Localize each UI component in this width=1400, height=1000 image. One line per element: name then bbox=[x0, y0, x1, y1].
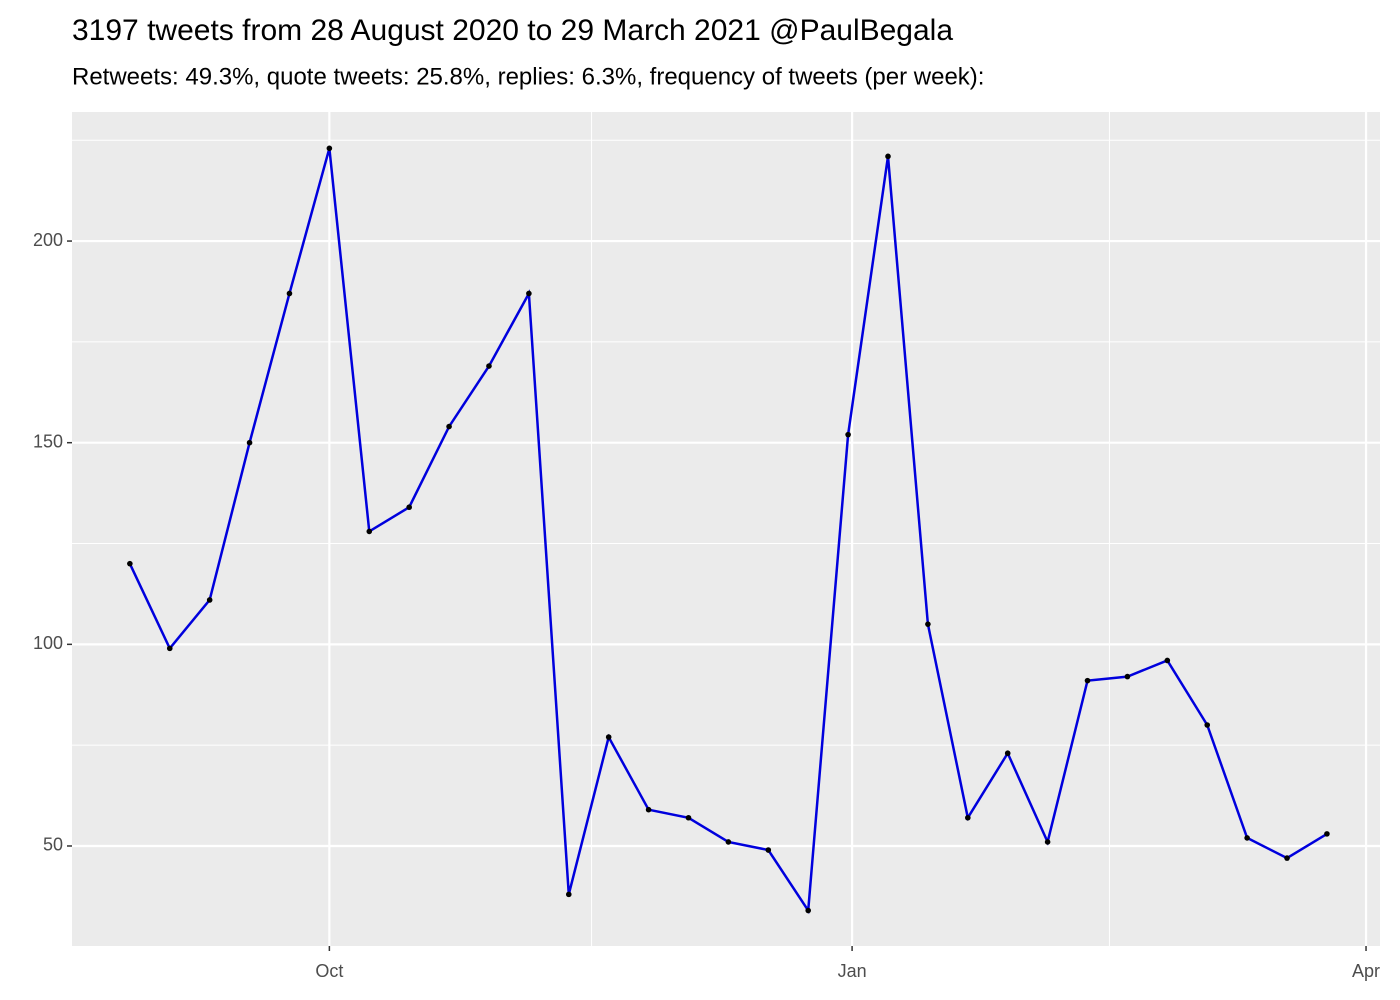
point bbox=[286, 290, 293, 297]
point bbox=[1124, 673, 1131, 680]
point bbox=[1044, 839, 1051, 845]
point bbox=[1204, 722, 1211, 728]
point bbox=[565, 891, 572, 898]
panel bbox=[72, 112, 1380, 946]
point bbox=[885, 153, 891, 160]
point bbox=[326, 145, 333, 152]
x-tick-label: Apr bbox=[1352, 961, 1380, 981]
point bbox=[486, 363, 492, 369]
y-tick-label: 100 bbox=[33, 633, 63, 653]
y-tick-label: 200 bbox=[33, 230, 63, 250]
point bbox=[685, 814, 692, 821]
x-tick-label: Oct bbox=[315, 961, 343, 981]
point bbox=[925, 621, 931, 627]
y-tick-label: 50 bbox=[43, 835, 63, 855]
point bbox=[605, 734, 612, 740]
x-tick-label: Jan bbox=[838, 961, 867, 981]
point bbox=[406, 504, 412, 511]
point bbox=[446, 423, 452, 430]
point bbox=[765, 847, 772, 853]
point bbox=[246, 439, 253, 446]
point bbox=[526, 290, 532, 297]
y-tick-label: 150 bbox=[33, 431, 63, 451]
point bbox=[127, 560, 133, 567]
point bbox=[366, 528, 373, 535]
point bbox=[645, 806, 652, 813]
point bbox=[206, 597, 213, 603]
point bbox=[1084, 677, 1091, 684]
point bbox=[965, 814, 971, 821]
point bbox=[1284, 855, 1290, 861]
point bbox=[805, 907, 811, 914]
point bbox=[1164, 657, 1171, 664]
chart-subtitle: Retweets: 49.3%, quote tweets: 25.8%, re… bbox=[72, 63, 984, 90]
point bbox=[1244, 835, 1250, 841]
point bbox=[166, 645, 173, 652]
chart-title: 3197 tweets from 28 August 2020 to 29 Ma… bbox=[72, 14, 953, 47]
point bbox=[845, 431, 851, 438]
point bbox=[1324, 831, 1330, 837]
point bbox=[1004, 750, 1011, 757]
point bbox=[725, 839, 732, 845]
